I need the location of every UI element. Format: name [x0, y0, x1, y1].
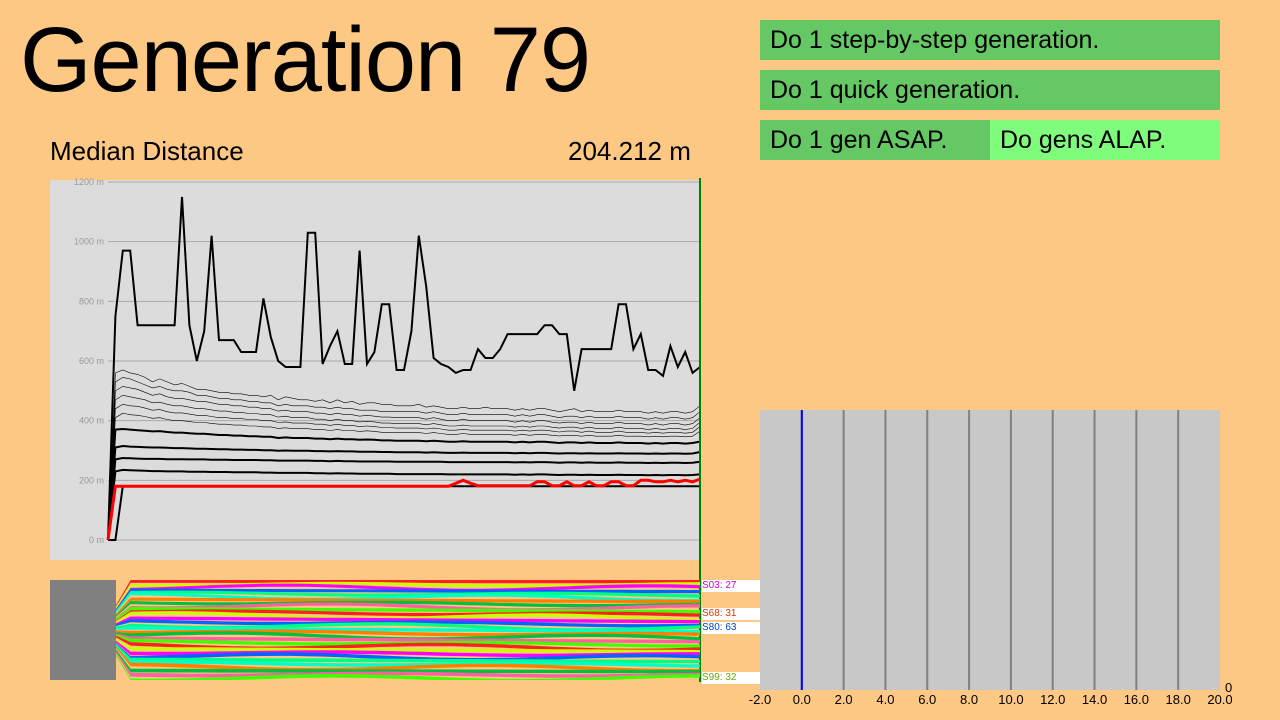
species-band — [116, 611, 700, 623]
histogram-x-tick: -2.0 — [749, 692, 771, 707]
series-line-lower_percentile — [107, 468, 701, 541]
series-line-percentile — [107, 394, 701, 541]
species-band — [116, 638, 700, 654]
species-band — [116, 633, 700, 644]
y-tick-label: 800 m — [79, 296, 104, 306]
species-band — [116, 609, 700, 622]
series-line-percentile — [107, 403, 701, 541]
species-label: S03: 27 — [702, 580, 760, 592]
histogram-x-tick: 20.0 — [1207, 692, 1232, 707]
generation-title: Generation 79 — [20, 9, 591, 111]
species-band — [116, 580, 700, 607]
series-line-upper_percentile — [107, 369, 701, 541]
species-band — [116, 583, 700, 611]
distance-chart: 0 m 200 m 400 m 600 m 800 m 1000 m 1200 m — [50, 177, 701, 682]
y-tick-label: 600 m — [79, 356, 104, 366]
species-chart-empty-area — [50, 580, 116, 680]
series-line-percentile — [107, 444, 701, 541]
histogram-x-tick: 14.0 — [1082, 692, 1107, 707]
species-label: S68: 31 — [702, 608, 760, 620]
y-tick-label: 400 m — [79, 416, 104, 426]
series-line-percentile — [107, 377, 701, 541]
species-band — [116, 631, 700, 641]
species-band — [116, 643, 700, 664]
species-band — [116, 654, 700, 680]
species-band — [116, 651, 700, 678]
species-label: S99: 32 — [702, 672, 760, 684]
histogram-x-tick: 8.0 — [960, 692, 978, 707]
species-band — [116, 643, 700, 662]
histogram-x-tick: 0.0 — [793, 692, 811, 707]
series-line-percentile — [107, 427, 701, 541]
series-line-percentile — [107, 412, 701, 541]
series-line-percentile — [107, 386, 701, 541]
median-distance-value: 204.212 m — [568, 136, 691, 166]
histogram-background — [760, 410, 1220, 690]
quick-generation-button[interactable]: Do 1 quick generation. — [760, 70, 1220, 110]
distance-chart-background — [50, 180, 700, 560]
histogram-x-tick: 4.0 — [876, 692, 894, 707]
species-chart — [50, 580, 700, 680]
histogram-x-tick: 2.0 — [835, 692, 853, 707]
histogram-x-tick: 12.0 — [1040, 692, 1065, 707]
series-line-median — [106, 477, 701, 541]
median-distance-label: Median Distance — [50, 136, 244, 166]
species-band — [116, 602, 700, 620]
histogram-x-tick: 10.0 — [998, 692, 1023, 707]
y-tick-label: 1000 m — [74, 237, 104, 247]
series-line-max — [107, 196, 701, 541]
step-by-step-generation-button[interactable]: Do 1 step-by-step generation. — [760, 20, 1220, 60]
species-band — [116, 645, 700, 668]
y-tick-label: 0 m — [89, 535, 104, 545]
distance-histogram: -2.0 0.0 2.0 4.0 6.0 8.0 10.0 12.0 14.0 16.0 18.0 2… — [749, 410, 1233, 707]
histogram-y-tick: 0 — [1225, 680, 1232, 695]
species-band — [116, 626, 700, 634]
gen-asap-button[interactable]: Do 1 gen ASAP. — [760, 120, 990, 160]
histogram-x-tick: 16.0 — [1124, 692, 1149, 707]
species-label: S80: 63 — [702, 622, 760, 634]
y-tick-label: 1200 m — [74, 177, 104, 187]
species-band — [116, 646, 700, 673]
gens-alap-button[interactable]: Do gens ALAP. — [990, 120, 1220, 160]
species-band — [116, 597, 700, 616]
histogram-x-tick: 18.0 — [1166, 692, 1191, 707]
histogram-x-tick: 6.0 — [918, 692, 936, 707]
species-band — [116, 634, 700, 648]
species-band — [116, 649, 700, 674]
y-tick-label: 200 m — [79, 475, 104, 485]
species-band — [116, 590, 700, 612]
series-line-percentile — [107, 456, 701, 541]
species-band — [116, 592, 700, 613]
